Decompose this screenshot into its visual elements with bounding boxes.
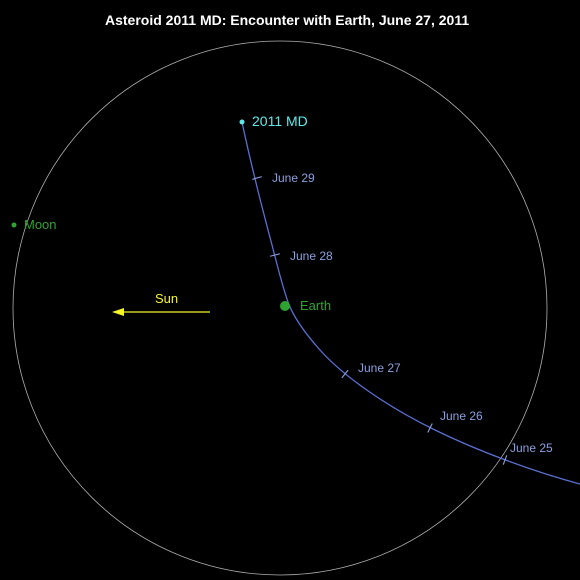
trajectory-date-label: June 26 <box>440 409 483 423</box>
moon-label: Moon <box>24 217 57 232</box>
earth-label: Earth <box>300 298 331 313</box>
trajectory-date-label: June 27 <box>358 361 401 375</box>
trajectory-date-label: June 25 <box>510 441 553 455</box>
orbit-diagram: June 29 June 28 June 27 June 26 June 25 Sun Ea… <box>0 0 580 580</box>
diagram-title: Asteroid 2011 MD: Encounter with Earth, … <box>105 12 469 28</box>
earth-marker <box>280 301 290 311</box>
trajectory-date-label: June 28 <box>290 249 333 263</box>
sun-label: Sun <box>155 291 178 306</box>
asteroid-marker <box>240 120 245 125</box>
trajectory-date-label: June 29 <box>272 171 315 185</box>
moon-marker <box>12 223 17 228</box>
asteroid-label: 2011 MD <box>252 113 308 129</box>
